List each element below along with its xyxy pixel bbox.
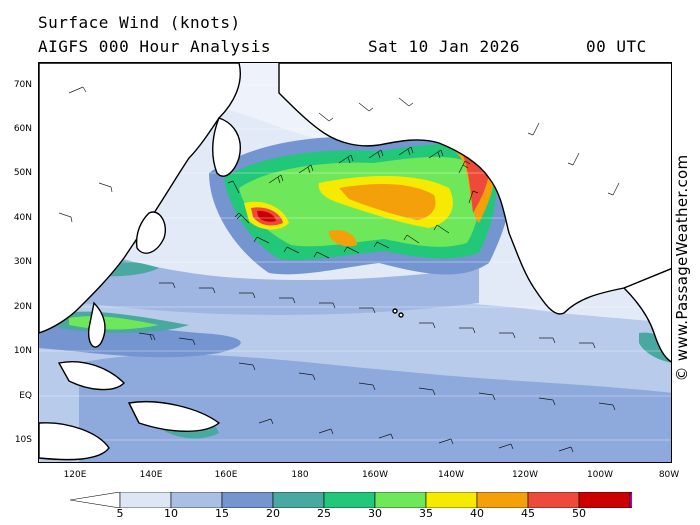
wind-speed-colorbar	[70, 492, 632, 508]
legend-swatch	[323, 492, 376, 508]
lon-label-100w: 100W	[586, 470, 614, 480]
legend-swatch	[119, 492, 172, 508]
legend-swatch	[527, 492, 580, 508]
lat-label-60n: 60N	[13, 124, 32, 134]
wind-map-canvas	[39, 63, 671, 462]
lat-label-30n: 30N	[13, 257, 32, 267]
valid-time-utc: 00 UTC	[586, 37, 647, 56]
wind-map[interactable]	[38, 62, 672, 463]
lat-label-40n: 40N	[13, 213, 32, 223]
legend-tick: 25	[317, 507, 331, 520]
legend-swatch	[70, 492, 121, 508]
legend-swatch	[476, 492, 529, 508]
lat-label-10n: 10N	[13, 346, 32, 356]
lat-label-eq: EQ	[19, 391, 32, 401]
legend-tick: 20	[266, 507, 280, 520]
legend-tick: 30	[368, 507, 382, 520]
lat-label-50n: 50N	[13, 168, 32, 178]
lat-label-10s: 10S	[14, 435, 32, 445]
legend-swatch	[221, 492, 274, 508]
legend-swatch	[374, 492, 427, 508]
model-subtitle: AIGFS 000 Hour Analysis	[38, 37, 272, 56]
legend-swatch	[578, 492, 631, 508]
source-credit: © www.PassageWeather.com	[673, 154, 691, 382]
legend-swatch	[629, 492, 632, 508]
legend-tick: 10	[164, 507, 178, 520]
wind-barbs	[58, 86, 620, 453]
lon-label-180: 180	[291, 470, 309, 480]
lat-label-20n: 20N	[13, 302, 32, 312]
valid-date: Sat 10 Jan 2026	[368, 37, 520, 56]
legend-tick: 35	[419, 507, 433, 520]
legend-tick: 40	[470, 507, 484, 520]
lon-label-120e: 120E	[63, 470, 87, 480]
legend-tick: 5	[116, 507, 124, 520]
legend-tick: 15	[215, 507, 229, 520]
lon-label-140w: 140W	[437, 470, 465, 480]
legend-tick: 45	[521, 507, 535, 520]
lon-label-120w: 120W	[511, 470, 539, 480]
chart-title: Surface Wind (knots)	[38, 13, 241, 32]
legend-swatch	[425, 492, 478, 508]
legend-tick: 50	[572, 507, 586, 520]
coastlines	[39, 63, 671, 461]
lon-label-160w: 160W	[361, 470, 389, 480]
lat-label-70n: 70N	[13, 80, 32, 90]
lon-label-80w: 80W	[658, 470, 680, 480]
legend-swatch	[272, 492, 325, 508]
lon-label-160e: 160E	[214, 470, 238, 480]
legend-swatch	[170, 492, 223, 508]
lon-label-140e: 140E	[139, 470, 163, 480]
